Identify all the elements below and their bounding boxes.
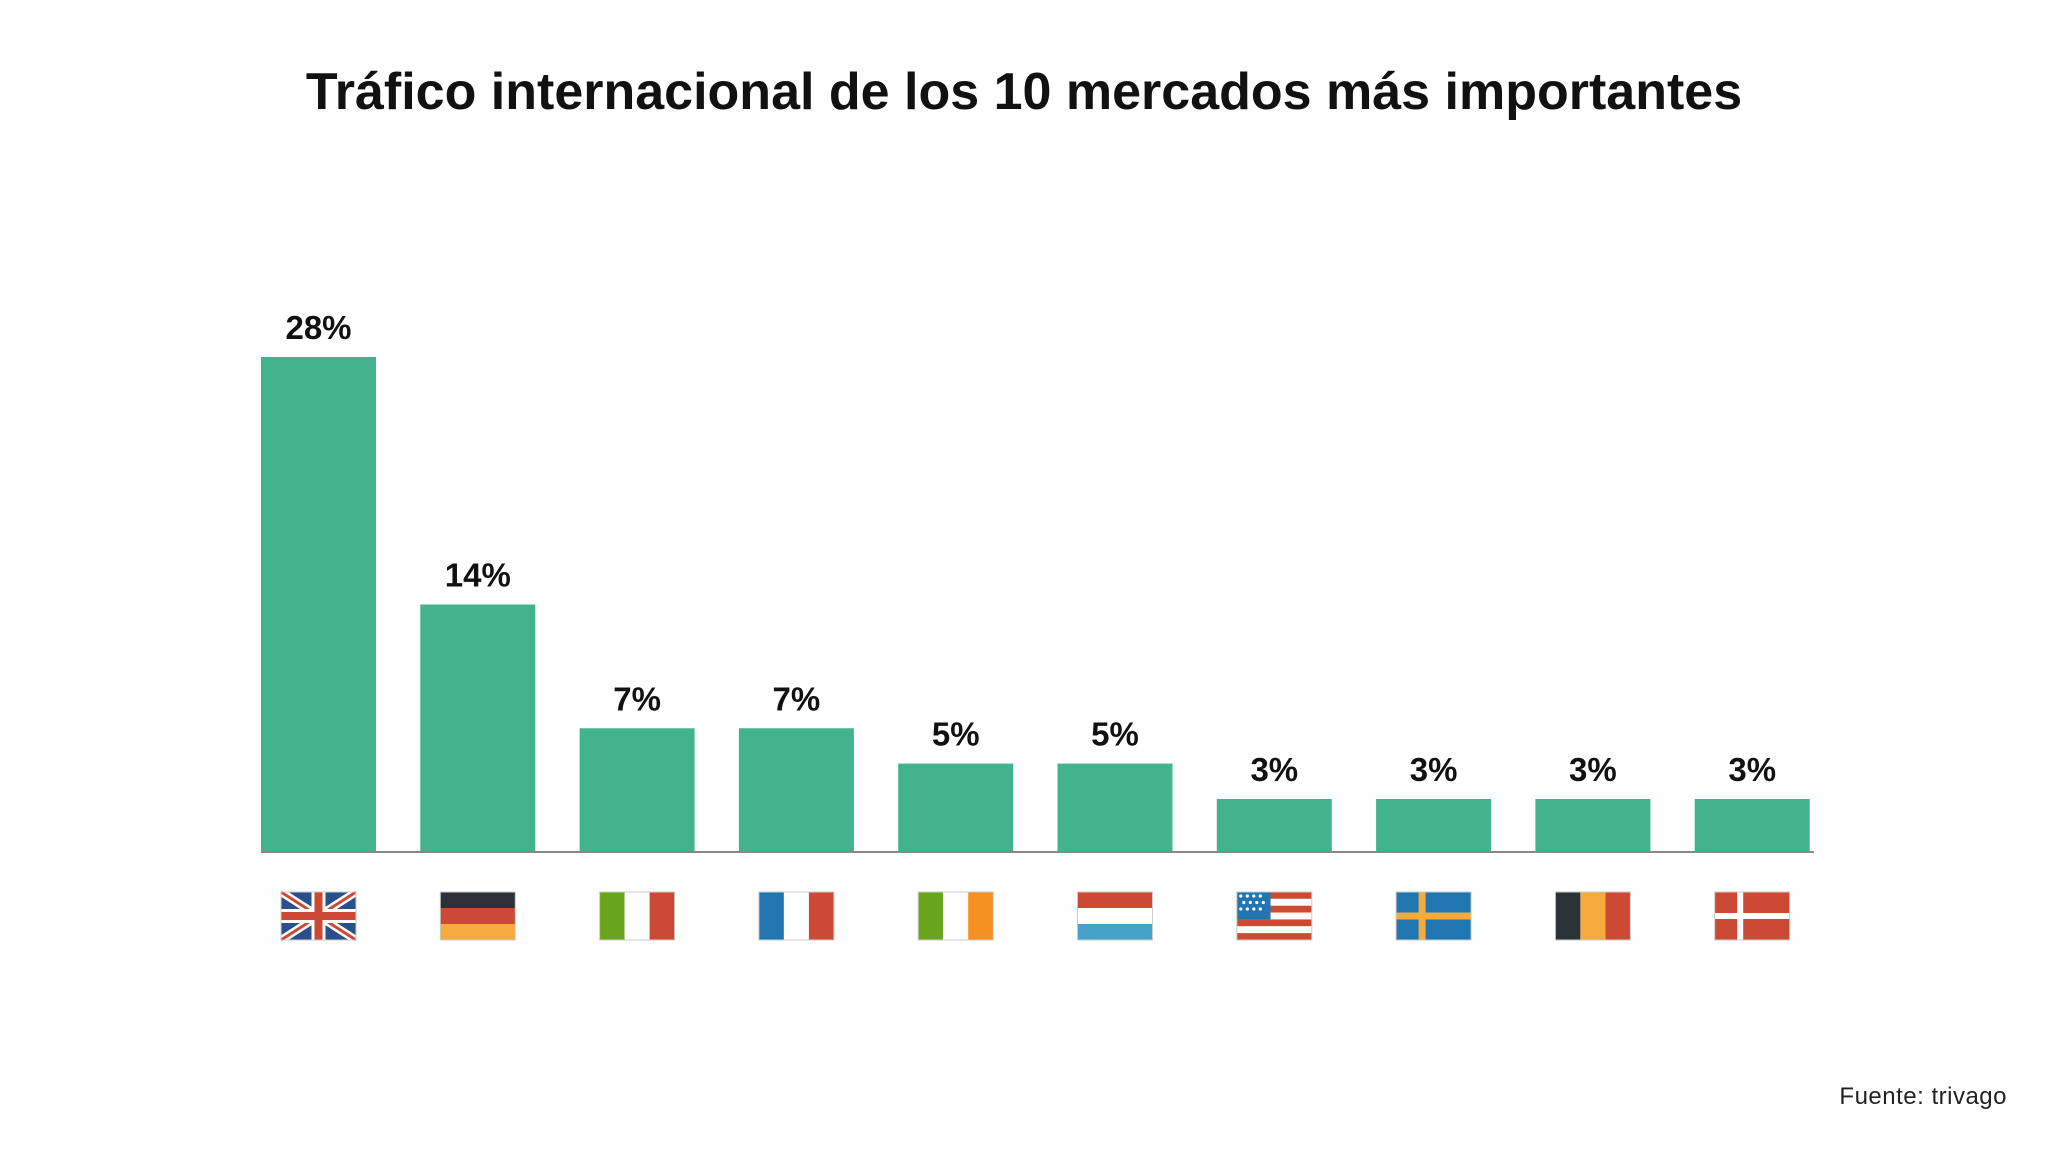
bar-belgium — [1535, 798, 1651, 852]
value-label: 7% — [773, 680, 821, 717]
value-labels-group: 28% 14% 7% 7% 5% 5% 3% 3% 3% 3% — [285, 309, 1776, 788]
bar-sweden — [1376, 798, 1492, 852]
netherlands-flag-icon — [1077, 891, 1153, 941]
belgium-flag-icon — [1554, 891, 1631, 941]
bar-netherlands — [1057, 763, 1173, 852]
usa-flag-icon — [1236, 891, 1313, 941]
italy-flag-icon — [599, 891, 676, 941]
source-note: Fuente: trivago — [1839, 1083, 2007, 1110]
sweden-flag-icon — [1395, 891, 1472, 941]
value-label: 3% — [1569, 751, 1617, 788]
bars-group — [261, 357, 1810, 852]
value-label: 5% — [1091, 716, 1139, 753]
bar-italy — [579, 728, 695, 852]
value-label: 28% — [285, 309, 351, 346]
value-label: 7% — [613, 680, 661, 717]
ireland-flag-icon — [917, 891, 994, 941]
bar-denmark — [1694, 798, 1810, 852]
value-label: 3% — [1250, 751, 1298, 788]
value-label: 14% — [445, 557, 511, 594]
value-label: 5% — [932, 716, 980, 753]
france-flag-icon — [758, 891, 835, 941]
bar-usa — [1216, 798, 1332, 852]
uk-flag-icon — [278, 888, 359, 944]
bar-germany — [420, 604, 536, 852]
bar-france — [738, 728, 854, 852]
value-label: 3% — [1728, 751, 1776, 788]
bar-ireland — [898, 763, 1014, 852]
value-label: 3% — [1410, 751, 1458, 788]
chart-title: Tráfico internacional de los 10 mercados… — [305, 63, 1743, 121]
flags-group — [278, 888, 1791, 944]
bar-uk — [261, 357, 376, 852]
denmark-flag-icon — [1714, 891, 1791, 941]
germany-flag-icon — [439, 891, 516, 941]
